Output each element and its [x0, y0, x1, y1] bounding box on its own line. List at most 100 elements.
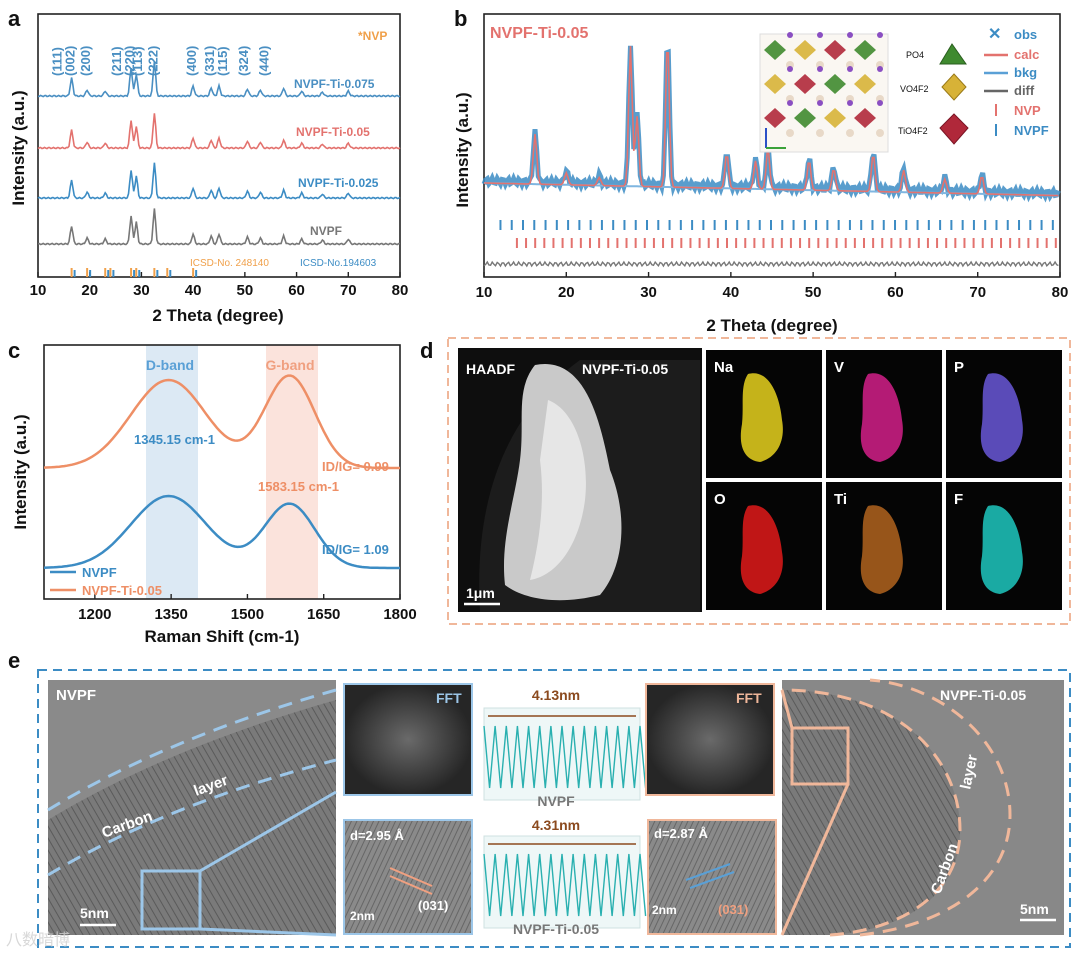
plane-label-right: (031): [718, 902, 748, 917]
hkl-label: (324): [236, 46, 251, 76]
panel-b: b 10 20 30 40 50 60 70 80 NVPF-Ti-0.05 2 Theta …: [453, 6, 1068, 335]
xtick-label: 20: [81, 282, 98, 299]
fft-label-left: FFT: [436, 690, 462, 706]
watermark: 八数暗博: [6, 932, 71, 949]
xtick-label: 10: [476, 284, 493, 301]
xtick-label: 1800: [383, 606, 416, 623]
panel-a-curves: [37, 61, 401, 277]
xtick-label: 30: [133, 282, 150, 299]
panel-b-title: NVPF-Ti-0.05: [490, 25, 589, 42]
xtick-label: 50: [805, 284, 822, 301]
xtick-label: 1350: [154, 606, 187, 623]
profile-trace: [483, 725, 647, 789]
fringe-line-right-2: [689, 871, 735, 889]
layer-label-right: layer: [957, 753, 981, 791]
legend-c-nvpf: NVPF: [82, 565, 117, 580]
xtick-label: 30: [640, 284, 657, 301]
panel-c-ylabel: Intensity (a.u.): [11, 414, 30, 529]
fft-label-right: FFT: [736, 690, 762, 706]
atom: [846, 129, 854, 137]
xtick-label: 60: [887, 284, 904, 301]
eds-signal: [980, 505, 1023, 594]
hkl-label: (002): [63, 46, 78, 76]
profile-label-nvpf: NVPF: [537, 793, 575, 809]
g-band-label: G-band: [266, 357, 315, 373]
panel-c-xlabel: Raman Shift (cm-1): [145, 627, 300, 646]
panel-b-label: b: [454, 6, 467, 31]
polyhedron: [764, 108, 786, 128]
ratio-ti: ID/IG= 0.99: [322, 459, 389, 474]
polyhedron: [764, 74, 786, 94]
ref-label-nvpf: ICSD-No.194603: [300, 258, 377, 269]
po4-tetrahedron-icon: [939, 43, 967, 65]
panel-b-legend: ✕ obs calc bkg diff NVP NVPF: [984, 26, 1049, 138]
plane-label-left: (031): [418, 898, 448, 913]
fringe-line-left-2: [389, 875, 433, 895]
panel-b-xlabel: 2 Theta (degree): [706, 316, 837, 335]
carbon-boundary-outer-nvpf: [47, 688, 337, 812]
hkl-label: (440): [257, 46, 272, 76]
poly-label-po4: PO4: [906, 50, 924, 60]
xtick-label: 80: [392, 282, 409, 299]
d-spacing-left: d=2.95 Å: [350, 828, 404, 843]
atom: [817, 66, 823, 72]
eds-label: V: [834, 359, 844, 376]
polyhedron: [854, 74, 876, 94]
line-profiles: [483, 707, 647, 929]
d-spacing-right: d=2.87 Å: [654, 826, 708, 841]
d-band-label: D-band: [146, 357, 194, 373]
panel-a-hkl-labels: (111)(002) (200) (211)(220)(113) (222) (400)…: [50, 46, 272, 76]
haadf-particle-highlight: [530, 400, 586, 580]
eds-signal: [740, 505, 783, 594]
scale-5nm-right: 5nm: [1020, 901, 1049, 917]
tio4f2-octahedron-icon: [939, 113, 969, 145]
scale-2nm-right: 2nm: [652, 903, 677, 917]
series-label-ti-0025: NVPF-Ti-0.025: [298, 176, 379, 190]
polyhedron: [854, 108, 876, 128]
hkl-label: (400): [184, 46, 199, 76]
haadf-label: HAADF: [466, 361, 515, 377]
hkl-label: (211): [109, 46, 124, 76]
ratio-nvpf: ID/IG= 1.09: [322, 542, 389, 557]
profile-plot: [483, 835, 641, 929]
legend-obs-icon: ✕: [988, 26, 1001, 43]
legend-diff: diff: [1014, 83, 1035, 98]
panel-a-frame: [37, 13, 401, 278]
hkl-label: (200): [78, 46, 93, 76]
zoom-line-left-1: [199, 790, 337, 873]
raman-curve-nvpf: [43, 494, 400, 570]
polyhedron: [824, 74, 846, 94]
series-label-ti-0075: NVPF-Ti-0.075: [294, 77, 375, 91]
xrd-curve-NVPF-Ti-0.05: [37, 113, 401, 150]
atom: [877, 66, 883, 72]
xtick-label: 60: [288, 282, 305, 299]
eds-label: Ti: [834, 491, 847, 508]
atom: [787, 66, 793, 72]
carbon-boundary-inner-ti: [781, 688, 962, 937]
atom: [847, 66, 853, 72]
panel-c-frame: [43, 344, 401, 600]
scale-5nm-left: 5nm: [80, 905, 109, 921]
panel-a-xticks: 10 20 30 40 50 60 70 80: [30, 272, 409, 299]
xtick-label: 20: [558, 284, 575, 301]
polyhedron: [854, 40, 876, 60]
eds-label: F: [954, 491, 963, 508]
series-label-ti-005: NVPF-Ti-0.05: [296, 125, 370, 139]
panel-e-dashed-frame: [37, 669, 1071, 948]
atom: [816, 129, 824, 137]
panel-a-ylabel: Intensity (a.u.): [9, 90, 28, 205]
d-band-highlight: [146, 345, 198, 599]
polyhedron: [794, 40, 816, 60]
fft-ti-image: [645, 683, 775, 796]
profile-trace: [483, 853, 647, 917]
poly-label-tio4f2: TiO4F2: [898, 126, 928, 136]
xtick-label: 50: [237, 282, 254, 299]
atom: [877, 100, 883, 106]
eds-signal: [860, 373, 903, 462]
eds-label: P: [954, 359, 964, 376]
atom: [787, 32, 793, 38]
carbon-boundary-outer-ti: [859, 678, 1012, 937]
eds-maps: Na V P O Ti F: [706, 350, 1062, 610]
legend-calc: calc: [1014, 47, 1039, 62]
haadf-sample-label: NVPF-Ti-0.05: [582, 361, 668, 377]
